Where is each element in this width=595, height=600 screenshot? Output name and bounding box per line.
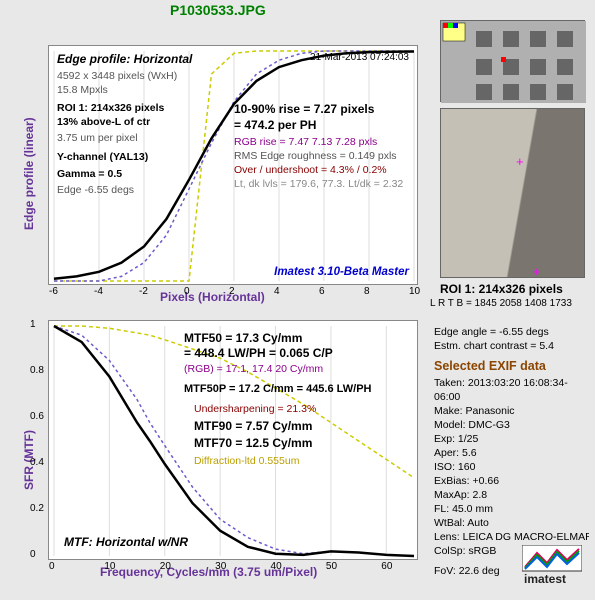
exif-title: Selected EXIF data — [434, 359, 589, 373]
chart1-roi: ROI 1: 214x326 pixels — [57, 102, 164, 114]
chart1-title: Edge profile: Horizontal — [57, 52, 192, 66]
roi-crop-image: + + — [440, 108, 585, 278]
chart1-ylabel: Edge profile (linear) — [22, 117, 36, 230]
chart1-sensor: 4592 x 3448 pixels (WxH) — [57, 70, 177, 82]
chart1-timestamp: 21-Mar-2013 07:24:03 — [310, 52, 409, 63]
chart2-xlabel: Frequency, Cycles/mm (3.75 um/Pixel) — [100, 565, 317, 579]
chart1-ltdk: Lt, dk lvls = 179.6, 77.3. Lt/dk = 2.32 — [234, 178, 403, 190]
exif-aper: Aper: 5.6 — [434, 446, 589, 460]
thumb-svg — [441, 21, 586, 103]
chart2-mtf50a: MTF50 = 17.3 Cy/mm — [184, 331, 302, 345]
chart2-diff: Diffraction-ltd 0.555um — [194, 455, 299, 467]
chart1-ychan: Y-channel (YAL13) — [57, 151, 148, 163]
chart1-rise2: = 474.2 per PH — [234, 118, 316, 132]
chart1-rgb: RGB rise = 7.47 7.13 7.28 pxls — [234, 136, 377, 148]
exif-wtbal: WtBal: Auto — [434, 516, 589, 530]
chart1-pos: 13% above-L of ctr — [57, 116, 150, 128]
chart2-mtf50p: MTF50P = 17.2 C/mm = 445.6 LW/PH — [184, 383, 372, 395]
exif-lens: Lens: LEICA DG MACRO-ELMARIT 45 — [434, 530, 589, 544]
roi-sublabel: L R T B = 1845 2058 1408 1733 — [430, 298, 585, 309]
chart2-mtf70: MTF70 = 12.5 Cy/mm — [194, 436, 312, 450]
exif-exp: Exp: 1/25 — [434, 432, 589, 446]
imatest-logo: imatest — [522, 545, 582, 588]
chart1-version: Imatest 3.10-Beta Master — [274, 266, 409, 278]
chart1-gamma: Gamma = 0.5 — [57, 168, 122, 180]
exif-taken: Taken: 2013:03:20 16:08:34-06:00 — [434, 376, 589, 404]
svg-text:imatest: imatest — [524, 572, 566, 585]
chart1-over: Over / undershoot = 4.3% / 0.2% — [234, 164, 387, 176]
edge-profile-chart: Edge profile: Horizontal 21-Mar-2013 07:… — [48, 45, 418, 285]
chart2-mtf90: MTF90 = 7.57 Cy/mm — [194, 419, 312, 433]
exif-exbias: ExBias: +0.66 — [434, 474, 589, 488]
exif-model: Model: DMC-G3 — [434, 418, 589, 432]
sfr-mtf-chart: MTF50 = 17.3 Cy/mm = 448.4 LW/PH = 0.065… — [48, 320, 418, 560]
chart2-rgb: (RGB) = 17.1, 17.4 20 Cy/mm — [184, 363, 323, 375]
chart1-edge: Edge -6.55 degs — [57, 184, 134, 196]
exif-make: Make: Panasonic — [434, 404, 589, 418]
exif-maxap: MaxAp: 2.8 — [434, 488, 589, 502]
exif-fl: FL: 45.0 mm — [434, 502, 589, 516]
chart1-mpx: 15.8 Mpxls — [57, 84, 108, 96]
exif-contrast: Estm. chart contrast = 5.4 — [434, 339, 589, 353]
exif-iso: ISO: 160 — [434, 460, 589, 474]
chart1-rms: RMS Edge roughness = 0.149 pxls — [234, 150, 397, 162]
chart2-subtitle: MTF: Horizontal w/NR — [64, 535, 188, 549]
roi-label: ROI 1: 214x326 pixels — [440, 282, 585, 296]
file-title: P1030533.JPG — [170, 2, 266, 18]
chart1-umpx: 3.75 um per pixel — [57, 132, 138, 144]
exif-block: Edge angle = -6.55 degs Estm. chart cont… — [434, 325, 589, 578]
exif-edge-angle: Edge angle = -6.55 degs — [434, 325, 589, 339]
roi-thumbnail — [440, 20, 585, 102]
chart2-mtf50b: = 448.4 LW/PH = 0.065 C/P — [184, 346, 333, 360]
chart1-xlabel: Pixels (Horizontal) — [160, 290, 265, 304]
chart1-rise1: 10-90% rise = 7.27 pixels — [234, 102, 374, 116]
chart2-under: Undersharpening = 21.3% — [194, 403, 316, 415]
